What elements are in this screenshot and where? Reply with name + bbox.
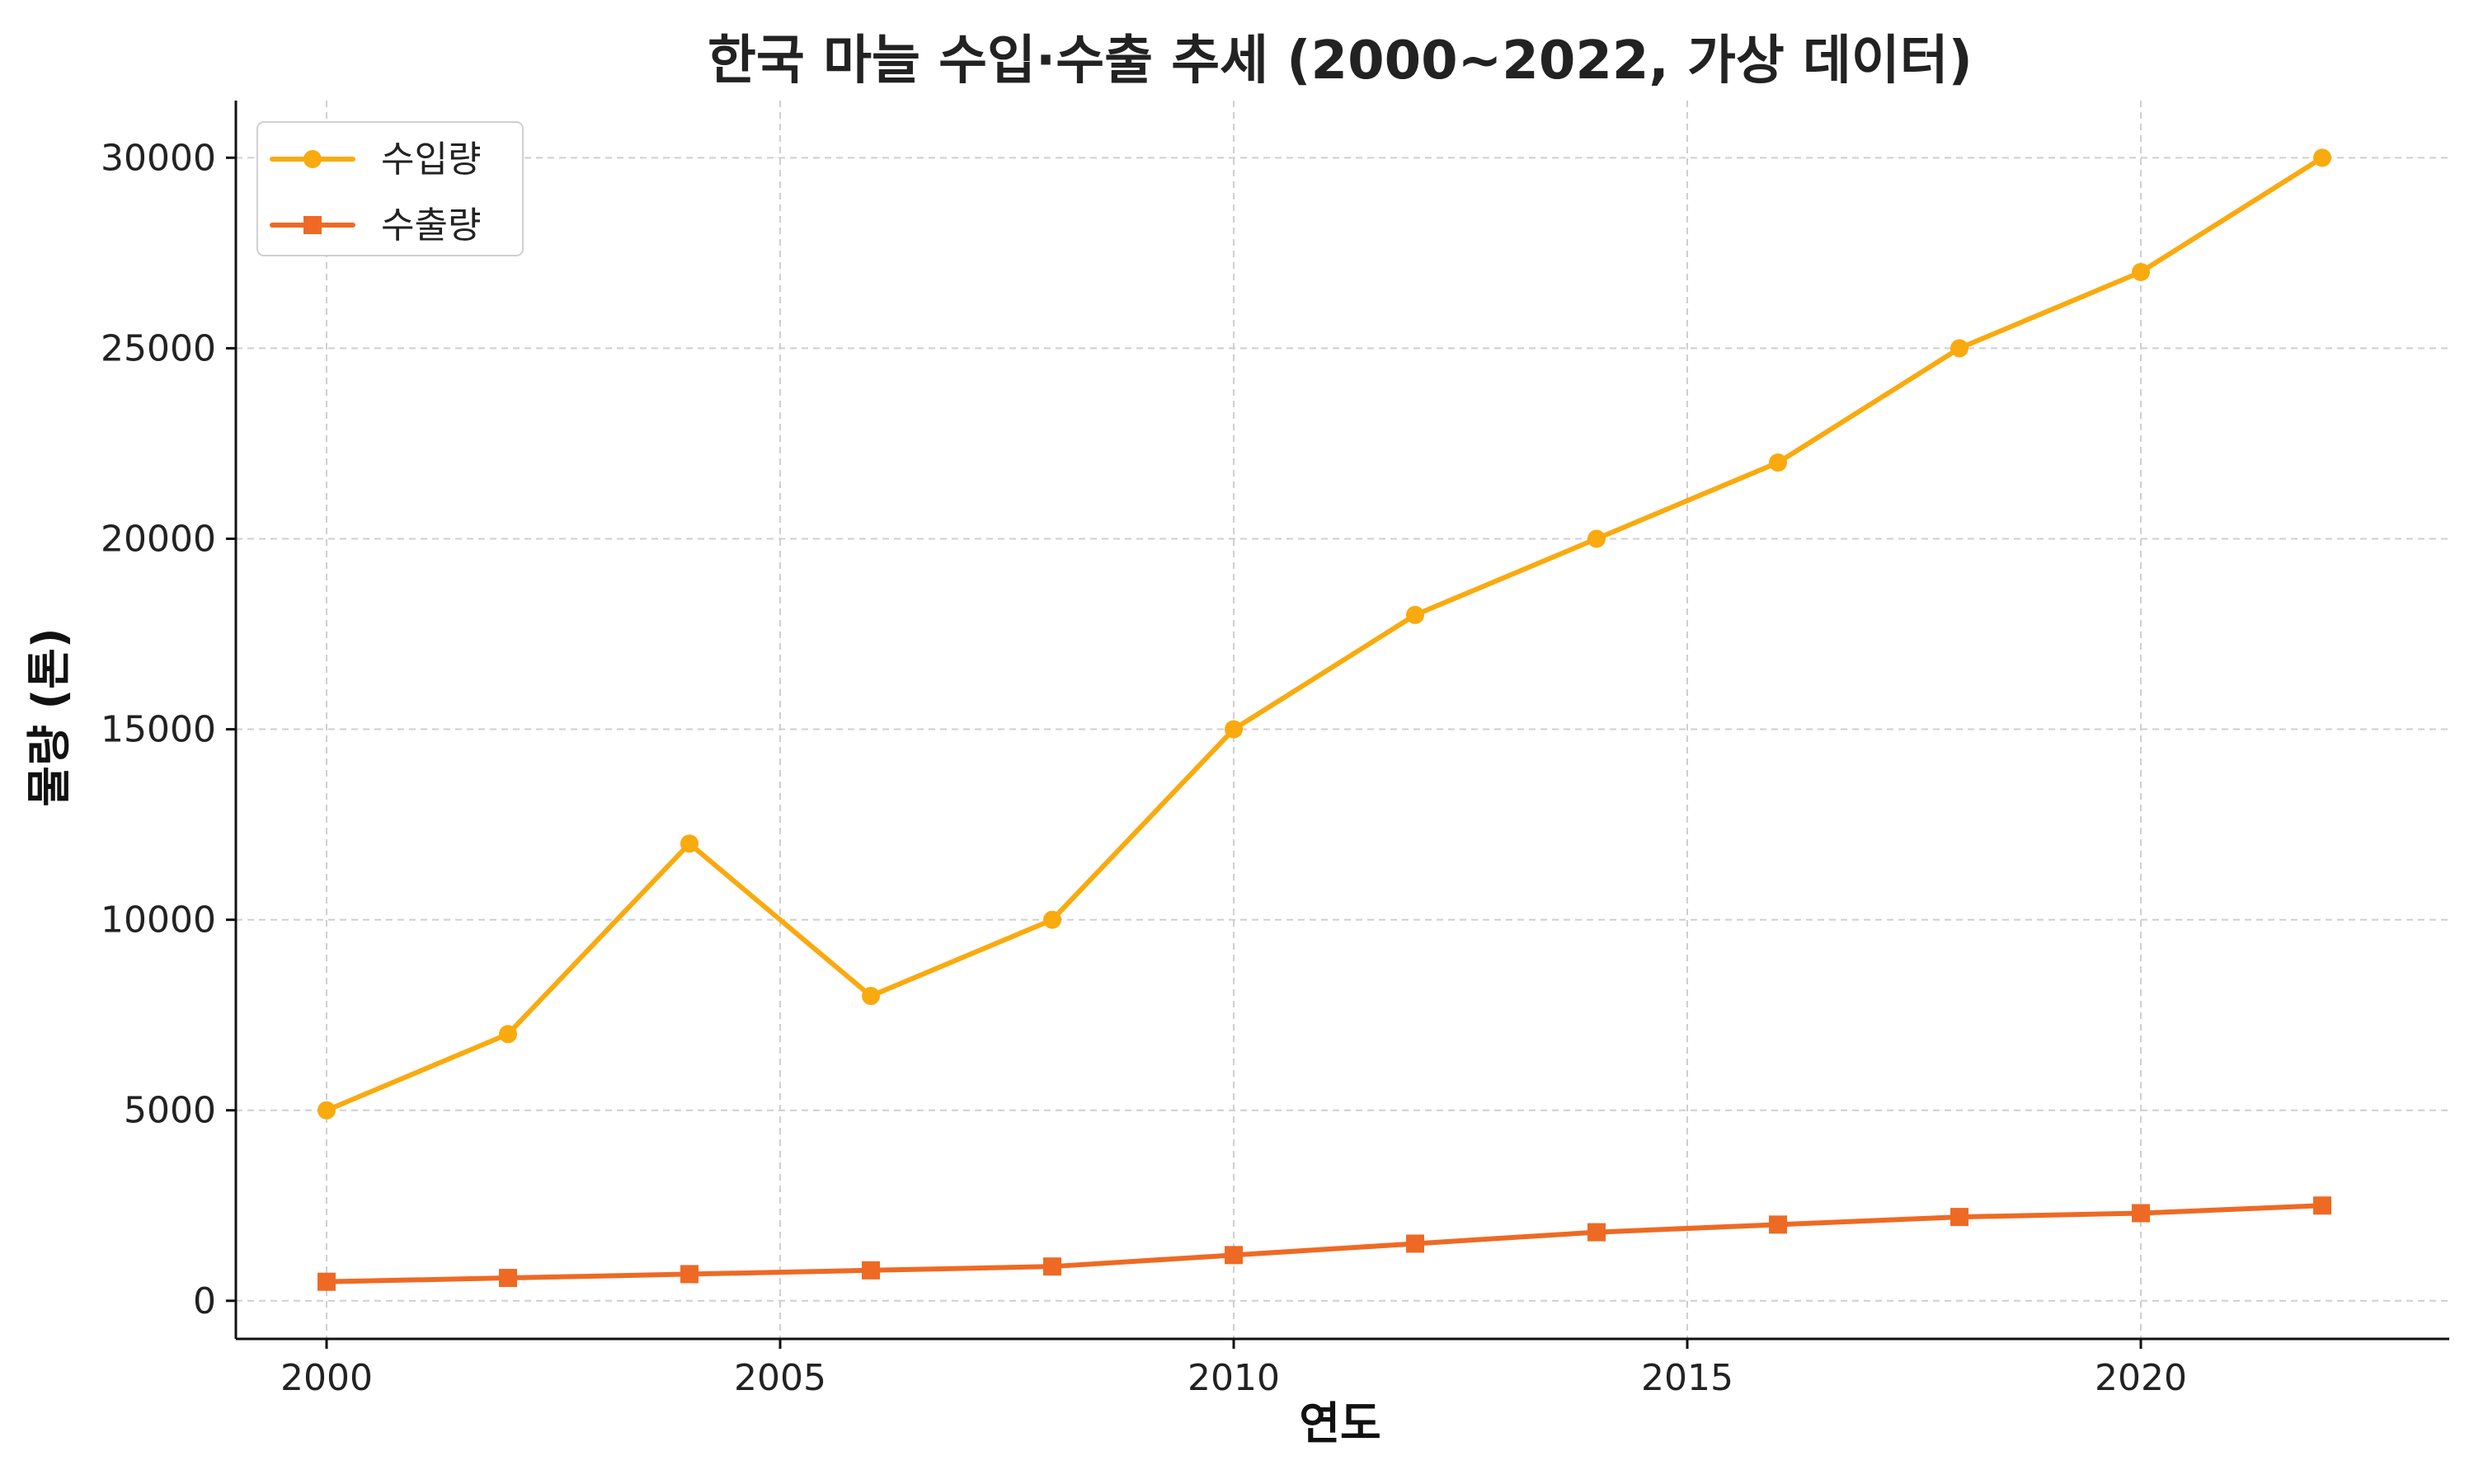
data-point: [1587, 1223, 1606, 1242]
legend-item-2: 수출량: [270, 204, 481, 247]
series-1: [317, 148, 2331, 1120]
x-tick-label: 2005: [734, 1357, 826, 1399]
data-point: [1406, 605, 1424, 624]
data-point: [680, 834, 698, 853]
data-point: [2313, 148, 2331, 167]
data-point: [1950, 339, 1968, 358]
data-point: [1406, 1234, 1424, 1253]
grid-layer: [236, 101, 2449, 1339]
data-point: [1769, 1215, 1787, 1234]
y-tick-label: 15000: [101, 709, 216, 751]
x-tick-label: 2020: [2095, 1357, 2187, 1399]
data-point: [317, 1272, 336, 1291]
data-point: [2313, 1196, 2331, 1215]
y-tick-label: 0: [193, 1280, 216, 1322]
legend-frame: [256, 121, 524, 256]
series-line: [324, 155, 2325, 1113]
y-axis-label: 물량 (톤): [23, 627, 75, 806]
axes-layer: 2000 2005 2010 2015 2020 0 5000 10000 15000 20000…: [101, 101, 2449, 1399]
data-point: [499, 1269, 517, 1288]
data-point: [317, 1101, 336, 1120]
legend-label: 수입량: [381, 139, 481, 181]
chart-title: 한국 마늘 수입·수출 추세 (2000~2022, 가상 데이터): [708, 31, 1973, 92]
x-tick-label: 2015: [1641, 1357, 1733, 1399]
data-point: [499, 1025, 517, 1044]
data-point: [1225, 1246, 1243, 1265]
y-tick-label: 5000: [124, 1090, 216, 1132]
data-point: [1043, 910, 1061, 929]
x-tick-label: 2010: [1188, 1357, 1280, 1399]
y-tick-label: 20000: [101, 518, 216, 560]
data-point: [680, 1265, 698, 1284]
data-point: [862, 987, 880, 1006]
x-tick-label: 2000: [280, 1357, 373, 1399]
series-layer: [317, 148, 2331, 1291]
y-tick-label: 10000: [101, 899, 216, 942]
series-line: [324, 1203, 2325, 1284]
legend-label: 수출량: [381, 204, 481, 247]
data-point: [862, 1261, 880, 1280]
legend-marker: [303, 150, 322, 168]
data-point: [1225, 720, 1243, 739]
data-point: [2132, 262, 2150, 281]
data-point: [1769, 453, 1787, 472]
data-point: [2132, 1204, 2150, 1223]
data-point: [1043, 1257, 1061, 1276]
legend-item-1: 수입량: [270, 139, 481, 181]
x-axis-label: 연도: [1299, 1397, 1380, 1449]
data-point: [1587, 529, 1606, 548]
legend-marker: [303, 216, 322, 234]
series-2: [317, 1196, 2331, 1291]
data-point: [1950, 1208, 1968, 1227]
y-tick-label: 30000: [101, 137, 216, 179]
y-tick-label: 25000: [101, 327, 216, 369]
